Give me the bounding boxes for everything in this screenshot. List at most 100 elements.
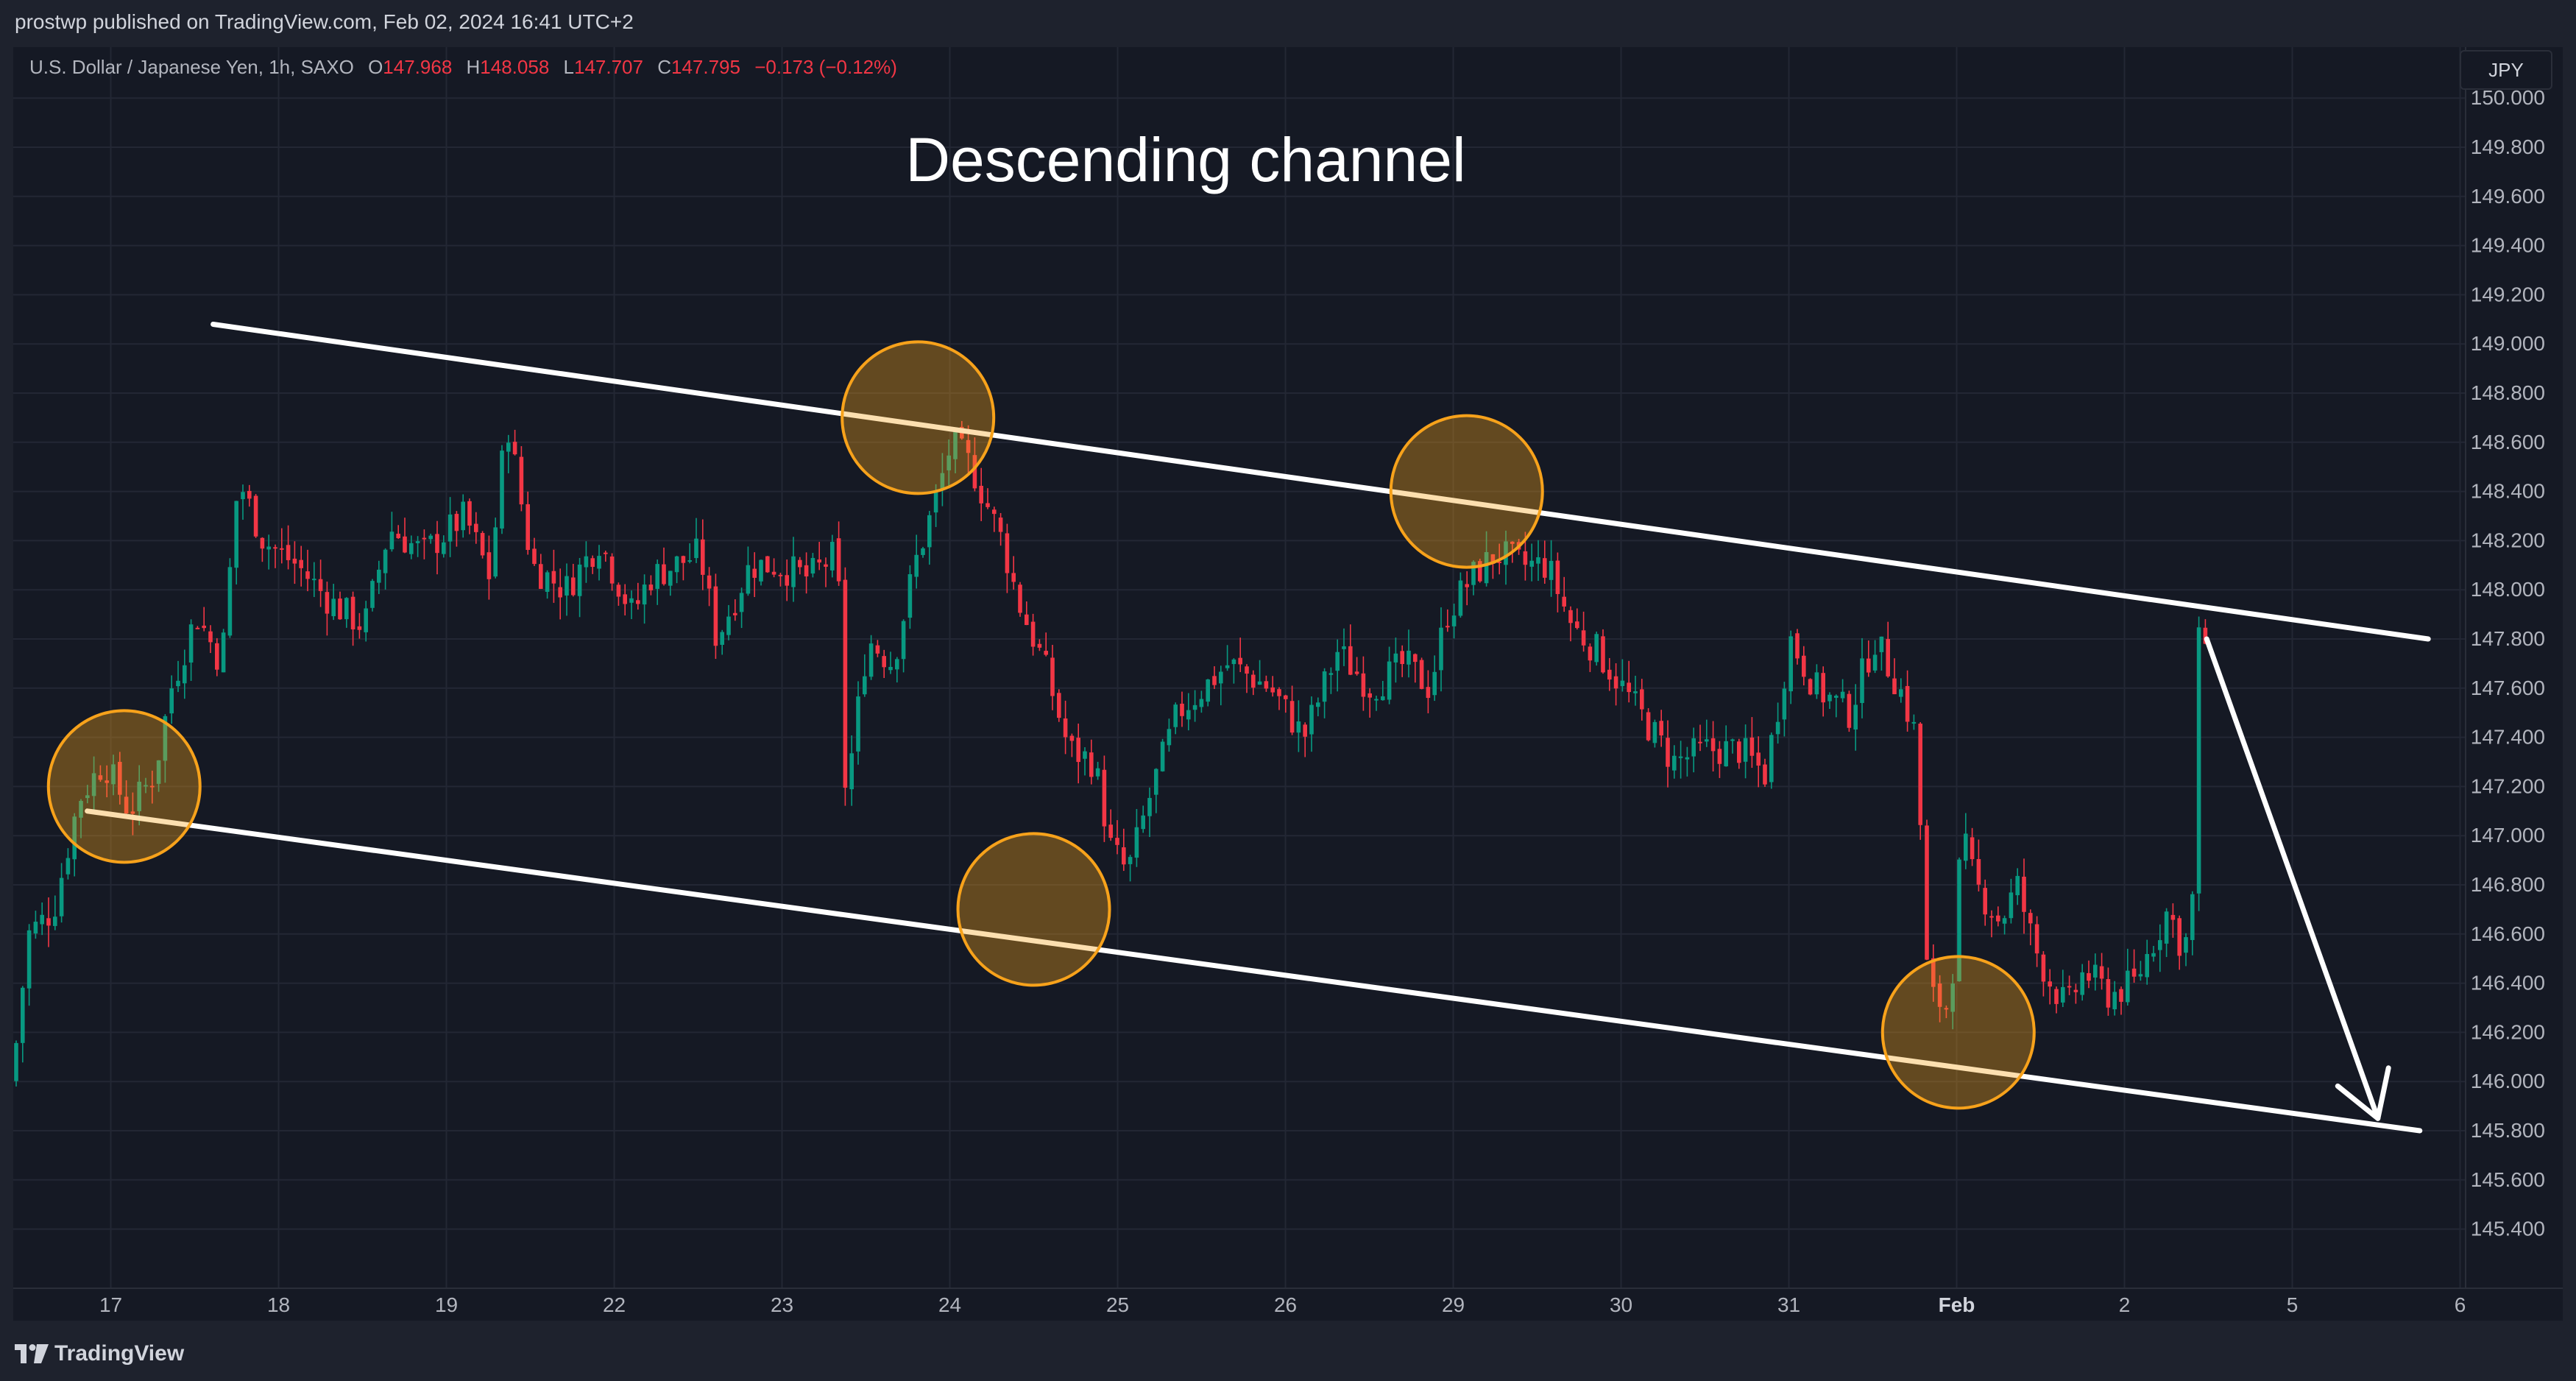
candle-body [1465, 584, 1469, 587]
candle-body [312, 579, 316, 581]
candle-body [130, 811, 135, 814]
candle-body [1899, 689, 1903, 697]
candle-body [1083, 751, 1087, 759]
candle-body [1866, 658, 1871, 673]
time-axis-tick: 17 [99, 1293, 122, 1316]
candle-body [377, 569, 381, 583]
candle-body [1102, 769, 1107, 827]
candle-body [1620, 680, 1625, 686]
candle-body [1691, 738, 1696, 757]
candle-body [1212, 676, 1217, 685]
candle-body [493, 527, 498, 577]
candle-body [2028, 913, 2033, 924]
candle-body [1192, 704, 1197, 710]
candle-body [726, 616, 731, 635]
ohlc-legend: U.S. Dollar / Japanese Yen, 1h, SAXO O14… [29, 56, 897, 79]
candle-body [344, 598, 349, 620]
candle-body [221, 632, 226, 673]
candle-body [655, 564, 659, 589]
candle-body [1568, 610, 1573, 624]
chart-area[interactable]: 150.000 149.800 149.600 149.400 149.200 149.0… [13, 47, 2563, 1321]
candle-body [1277, 689, 1281, 696]
candle-body [79, 800, 83, 818]
candle-body [1646, 712, 1651, 741]
tradingview-logo[interactable]: TradingView [15, 1341, 184, 1366]
candle-body [1264, 681, 1269, 689]
candle-body [998, 518, 1003, 532]
candle-body [1270, 687, 1275, 693]
candle-body [1328, 673, 1334, 675]
candle-body [428, 535, 433, 540]
candle-body [1543, 558, 1547, 578]
candle-body [636, 600, 640, 604]
candle-body [810, 557, 815, 574]
candle-body [642, 584, 647, 605]
candle-body [2061, 986, 2065, 1003]
candle-body [1095, 768, 1100, 777]
candle-body [986, 503, 990, 507]
candle-body [1206, 679, 1210, 702]
candle-body [241, 492, 245, 500]
candle-body [940, 473, 945, 490]
candle-body [901, 621, 906, 660]
candle-body [1128, 857, 1133, 864]
candle-body [1931, 958, 1936, 987]
candle-body [875, 645, 880, 654]
candle-body [759, 559, 763, 582]
low-value: 147.707 [573, 56, 643, 78]
candle-body [907, 574, 913, 618]
candle-body [1108, 824, 1113, 838]
candle-body [933, 492, 938, 513]
candle-body [1432, 671, 1437, 696]
candle-body [713, 586, 718, 646]
candle-body [280, 548, 284, 550]
candle-body [1322, 671, 1327, 702]
candle-body [1354, 671, 1359, 674]
symbol-label[interactable]: U.S. Dollar / Japanese Yen, 1h, SAXO [29, 56, 354, 78]
candle-body [927, 515, 932, 548]
candle-body [1710, 738, 1716, 752]
candle-body [1439, 627, 1443, 671]
candle-body [318, 579, 323, 591]
candle-body [1937, 983, 1942, 1007]
candle-body [1069, 735, 1075, 741]
candle-body [266, 546, 271, 550]
candle-body [1613, 676, 1618, 689]
channel-upper-line [210, 321, 2431, 642]
price-axis-tick: 149.800 [2471, 135, 2545, 158]
candle-body [1231, 659, 1236, 665]
candle-body [325, 592, 330, 614]
candle-body [1309, 704, 1314, 735]
candle-body [447, 514, 453, 542]
candle-body [40, 914, 44, 925]
currency-button[interactable]: JPY [2460, 50, 2552, 90]
candle-body [1076, 738, 1080, 763]
candle-body [1918, 723, 1922, 825]
candle-body [746, 565, 751, 594]
candle-body [53, 916, 57, 926]
candle-body [1983, 888, 1987, 915]
candle-body [571, 577, 576, 596]
candle-body [1225, 665, 1230, 668]
candle-body [1342, 646, 1346, 649]
candle-body [1549, 560, 1554, 580]
candle-body [545, 572, 550, 592]
candle-body [435, 534, 439, 554]
candle-body [364, 608, 368, 632]
candle-body [2054, 989, 2059, 1004]
price-axis-tick: 146.200 [2471, 1020, 2545, 1043]
candle-body [442, 542, 446, 554]
candle-body [2048, 981, 2052, 987]
candle-body [1238, 657, 1242, 665]
time-axis-tick: Feb [1939, 1293, 1975, 1316]
candle-body [1814, 672, 1819, 695]
candle-body [1361, 673, 1366, 697]
price-chart[interactable]: 150.000 149.800 149.600 149.400 149.200 149.0… [13, 47, 2563, 1321]
candle-body [506, 442, 511, 452]
candle-body [1089, 752, 1094, 777]
time-axis-tick: 23 [771, 1293, 793, 1316]
candle-body [454, 514, 459, 531]
candle-body [1886, 639, 1890, 677]
candle-body [590, 558, 595, 568]
candle-body [1989, 916, 1994, 918]
